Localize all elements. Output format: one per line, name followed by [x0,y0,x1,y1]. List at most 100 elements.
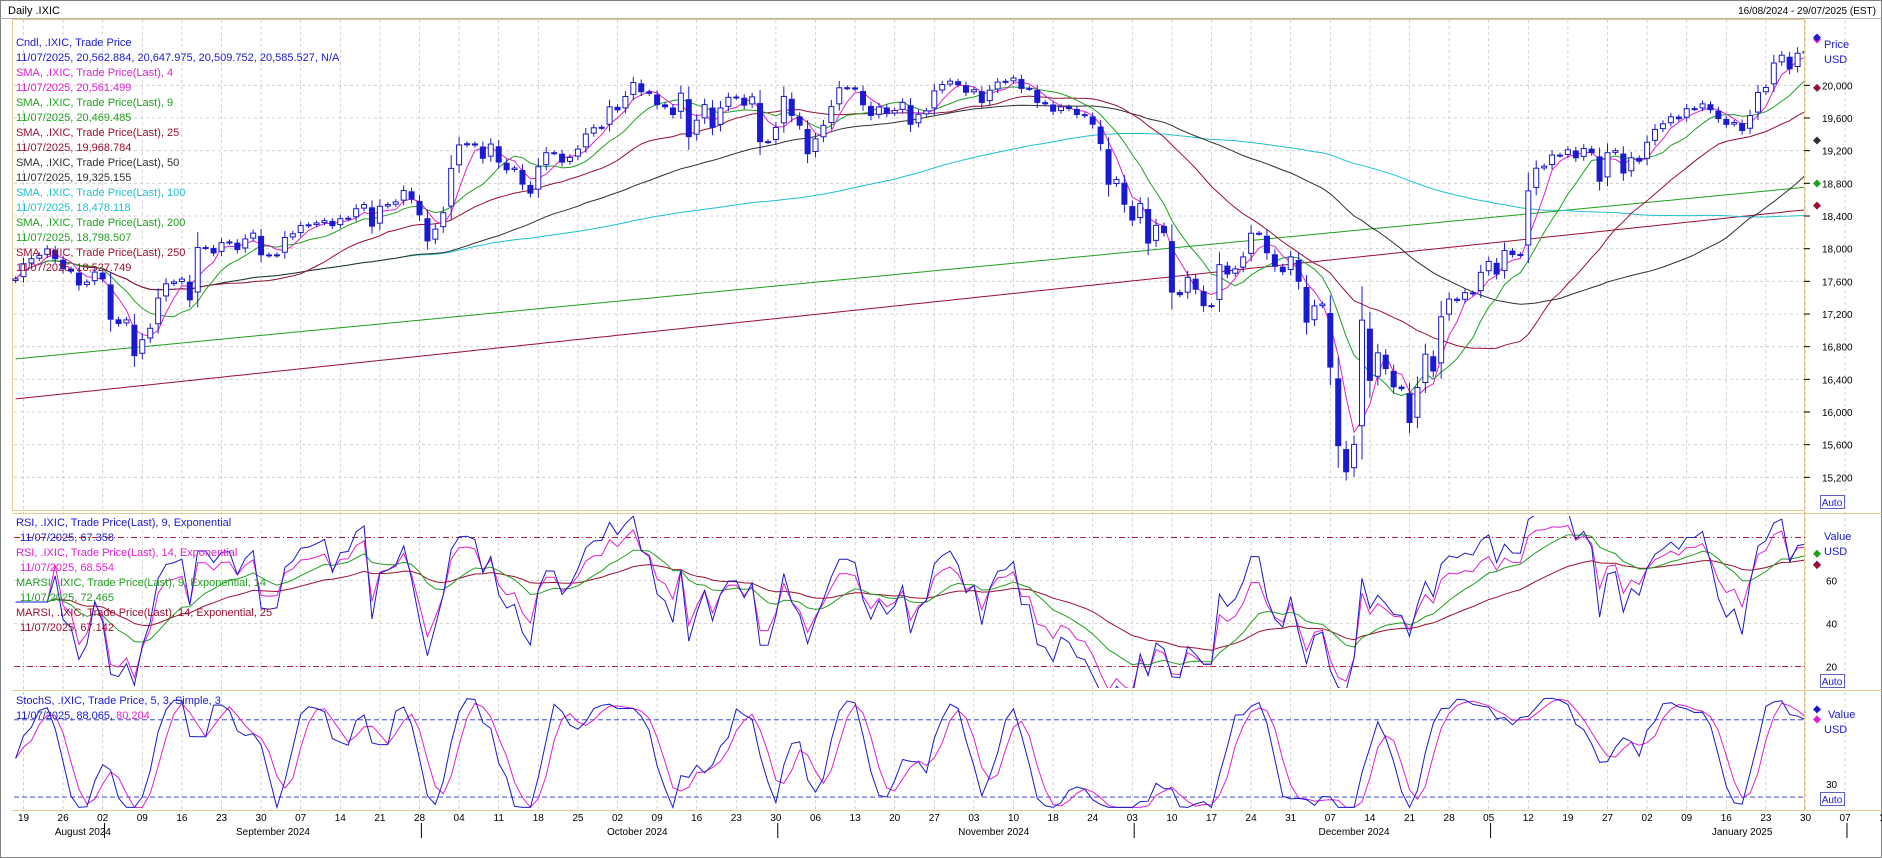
candle-body [1160,225,1167,234]
x-day-label: 16 [1721,813,1733,824]
x-day-label: 30 [770,813,782,824]
candle-body [1454,298,1461,301]
x-day-label: 12 [1523,813,1535,824]
candle-body [1541,165,1548,169]
price-tick-label: 18,400 [1822,212,1853,223]
x-day-label: 09 [652,813,664,824]
candle-body [210,247,217,254]
price-legend: Cndl, .IXIC, Trade Price 11/07/2025, 20,5… [16,37,340,274]
candle-body [741,97,748,106]
candle-body [764,141,771,144]
candle-body [479,146,486,159]
x-day-label: 25 [572,813,584,824]
rsi-legend-line: 11/07/2025, 67.142 [20,622,114,634]
candle-body [1018,79,1025,89]
candle-body [574,148,581,157]
x-day-label: 20 [889,813,901,824]
candle-body [1200,291,1207,307]
candle-body [1065,106,1072,110]
candle-body [250,232,257,239]
candle-body [1446,298,1453,315]
candle-body [1256,232,1263,235]
price-tick-label: 19,600 [1822,114,1853,125]
candle-body [1351,443,1358,469]
candle-body [281,236,288,253]
candle-body [962,85,969,93]
candle-body [503,162,510,171]
x-day-label: 07 [1840,813,1852,824]
candle-body [1778,54,1785,63]
candle-body [1113,178,1120,185]
candle-body [598,126,605,129]
candle-body [788,98,795,116]
candle-body [1675,116,1682,120]
candle-body [1406,393,1413,424]
candle-body [1580,148,1587,157]
candle-body [1786,56,1793,70]
x-day-label: 27 [929,813,941,824]
x-day-label: 18 [533,813,545,824]
price-auto-button[interactable]: Auto [1820,495,1845,510]
candle-body [1263,235,1270,254]
candle-body [820,124,827,138]
price-legend-line: 11/07/2025, 20,562.884, 20,647.975, 20,5… [16,52,340,64]
candle-body [1311,305,1318,321]
candle-body [345,217,352,220]
candle-body [242,238,249,249]
candle-body [1707,104,1714,111]
candle-body [1699,103,1706,109]
candle-body [519,169,526,185]
candle-body [186,281,193,301]
price-tick-label: 17,600 [1822,277,1853,288]
rsi-legend-line: RSI, .IXIC, Trade Price(Last), 9, Expone… [16,517,231,529]
stoch-legend-d: 80.204 [116,710,150,722]
candle-body [194,247,201,293]
candle-body [36,254,43,259]
candle-body [891,109,898,114]
candle-body [1691,108,1698,111]
rsi-legend-line: MARSI, .IXIC, Trade Price(Last), 14, Exp… [16,607,272,619]
price-legend-line: SMA, .IXIC, Trade Price(Last), 200 [16,217,185,229]
price-plot [12,47,1804,481]
price-legend-line: SMA, .IXIC, Trade Price(Last), 250 [16,247,185,259]
x-day-label: 27 [1602,813,1614,824]
candle-body [107,284,114,320]
stoch-auto-button[interactable]: Auto [1820,792,1845,807]
candle-body [1469,292,1476,295]
price-legend-line: Cndl, .IXIC, Trade Price [16,37,132,49]
svg-text:Auto: Auto [1822,677,1843,688]
candle-body [1374,352,1381,377]
candle-body [780,95,787,124]
x-day-label: 30 [256,813,268,824]
candle-body [1604,152,1611,178]
candle-body [559,153,566,163]
sma25-marker [1813,83,1821,92]
candle-body [947,80,954,85]
svg-text:Auto: Auto [1822,795,1843,806]
sma200-marker [1813,179,1821,188]
price-legend-line: SMA, .IXIC, Trade Price(Last), 9 [16,97,173,109]
marsi9-line [15,534,1804,666]
x-month-label: November 2024 [958,827,1030,838]
candle-body [622,96,629,109]
price-legend-line: SMA, .IXIC, Trade Price(Last), 25 [16,127,179,139]
candle-body [123,319,130,324]
candle-body [749,96,756,105]
candle-body [630,81,637,95]
candle-body [844,87,851,90]
price-legend-line: 11/07/2025, 18,478.118 [16,202,131,214]
candle-body [1747,115,1754,129]
candle-body [1176,292,1183,296]
candle-body [804,128,811,155]
candle-body [115,319,122,324]
candle-body [812,138,819,153]
price-tick-label: 17,200 [1822,310,1853,321]
price-tick-label: 16,400 [1822,375,1853,386]
price-tick-label: 16,800 [1822,343,1853,354]
candle-body [772,126,779,140]
rsi-auto-button[interactable]: Auto [1820,674,1845,689]
x-day-label: 11 [494,813,505,824]
candle-body [685,99,692,138]
x-day-label: 26 [58,813,70,824]
candle-body [353,208,360,218]
